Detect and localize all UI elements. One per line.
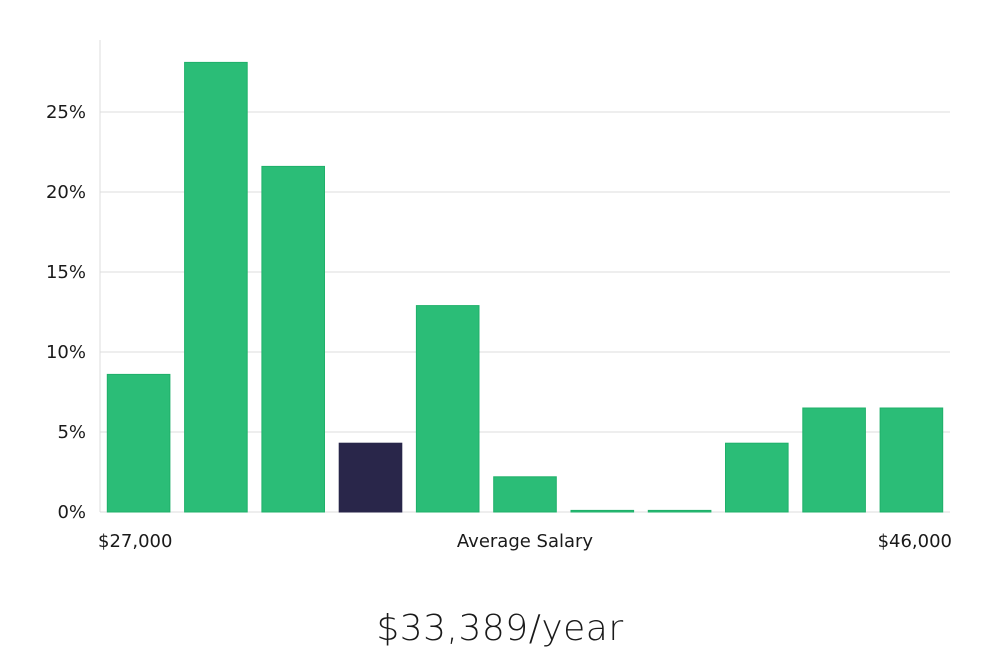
bar [106,373,171,513]
bar [802,407,866,513]
x-axis-title: Average Salary [457,531,594,552]
bar-highlighted [338,442,403,513]
y-tick-label: 0% [57,502,86,523]
bars [106,61,944,513]
y-tick-label: 25% [46,102,86,123]
bar [570,509,635,513]
x-start-label: $27,000 [98,531,172,552]
y-tick-labels: 0% 5% 10% 15% 20% 25% [46,102,86,523]
bar [725,442,789,513]
bar [184,61,248,513]
y-tick-label: 10% [46,342,86,363]
x-axis-labels: $27,000 Average Salary $46,000 [98,531,952,552]
y-tick-label: 20% [46,182,86,203]
y-tick-label: 5% [57,422,86,443]
bar [493,476,557,513]
bar [261,165,325,513]
x-end-label: $46,000 [878,531,952,552]
bar [879,407,944,513]
bar [647,509,712,513]
bar [415,305,480,513]
y-tick-label: 15% [46,262,86,283]
salary-distribution-chart: 0% 5% 10% 15% 20% 25% $27,000 Average Salary … [46,40,952,552]
average-salary-value: $33,389/year [376,608,624,649]
